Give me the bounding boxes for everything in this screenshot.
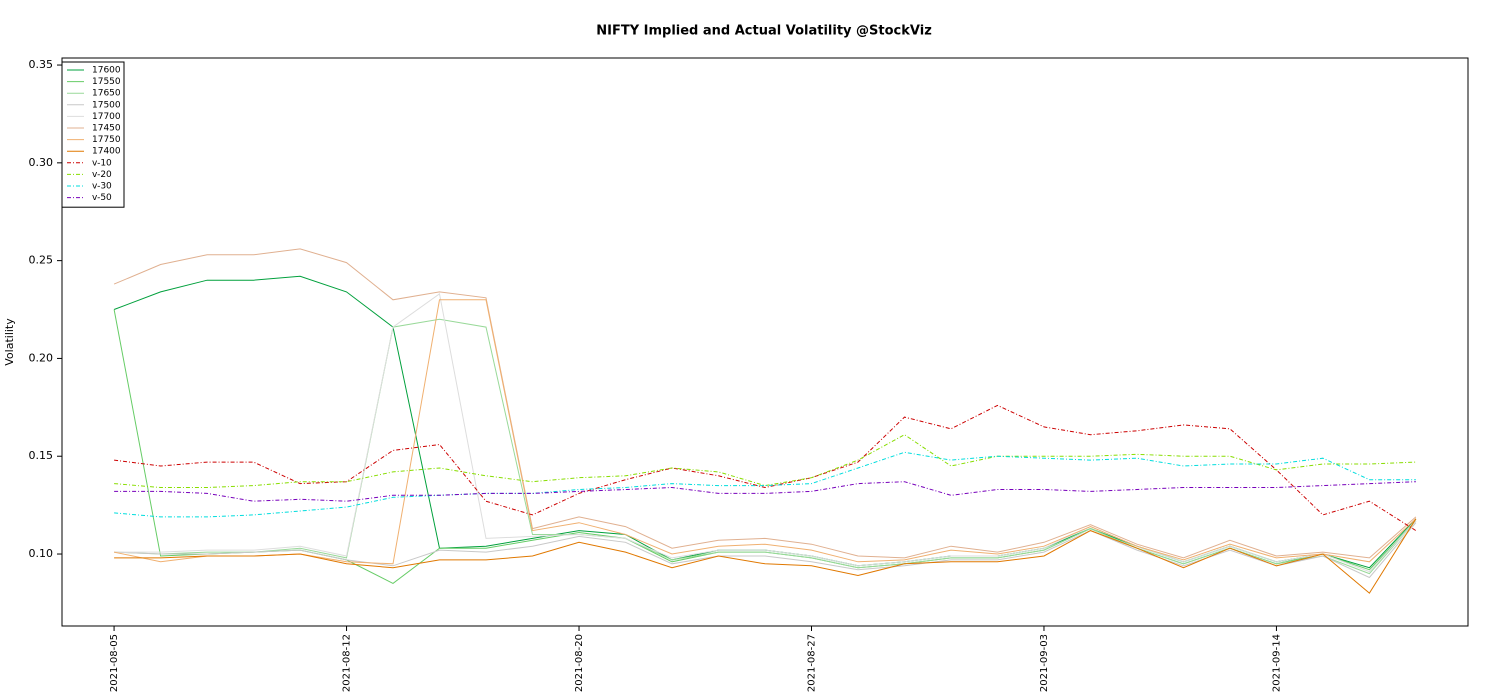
legend-label: 17750: [92, 135, 121, 145]
y-tick-label: 0.35: [29, 58, 54, 71]
series-line: [114, 522, 1417, 579]
y-axis-label: Volatility: [3, 318, 16, 366]
legend-label: 17550: [92, 77, 121, 87]
y-tick-label: 0.30: [29, 156, 54, 169]
series-line: [114, 318, 1417, 575]
x-tick-label: 2021-09-03: [1039, 634, 1050, 692]
series-line: [113, 248, 1417, 559]
series-line: [114, 481, 1416, 502]
chart-title: NIFTY Implied and Actual Volatility @Sto…: [596, 24, 932, 39]
y-tick-label: 0.25: [29, 254, 54, 267]
series-line: [114, 518, 1417, 594]
series-line: [114, 404, 1417, 532]
series-line: [113, 299, 1417, 565]
x-tick-label: 2021-08-20: [574, 634, 585, 692]
legend-label: 17650: [92, 89, 121, 99]
legend-label: v-20: [92, 170, 112, 180]
legend-label: v-50: [92, 193, 112, 203]
series-line: [113, 309, 1417, 584]
x-tick-label: 2021-08-12: [342, 634, 353, 692]
legend-label: 17500: [92, 100, 121, 110]
x-tick-label: 2021-09-14: [1271, 634, 1282, 692]
plot-frame: [61, 57, 1469, 627]
series-line: [114, 451, 1416, 518]
legend-label: 17400: [92, 147, 121, 157]
y-tick-label: 0.15: [29, 449, 54, 462]
legend-box: [61, 61, 125, 208]
legend-label: v-10: [92, 158, 112, 168]
legend-label: 17700: [92, 112, 121, 122]
series-line: [113, 275, 1417, 569]
legend-label: 17450: [92, 124, 121, 134]
series-line: [114, 293, 1417, 573]
y-tick-label: 0.20: [29, 351, 54, 364]
x-tick-label: 2021-08-05: [109, 634, 120, 692]
series-line: [114, 434, 1416, 488]
x-tick-label: 2021-08-27: [806, 634, 817, 692]
legend-label: v-30: [92, 182, 112, 192]
y-tick-label: 0.10: [29, 547, 54, 560]
legend-label: 17600: [92, 66, 121, 76]
